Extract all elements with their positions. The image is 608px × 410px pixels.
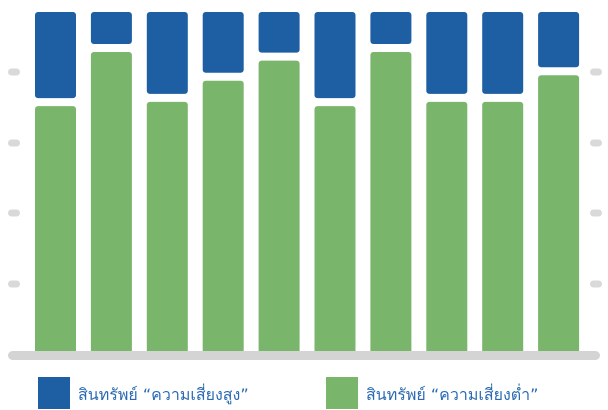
bar-low-risk-2 [90, 52, 132, 354]
legend: สินทรัพย์ “ความเสี่ยงสูง” สินทรัพย์ “ควา… [38, 377, 538, 409]
tick-mark-left-3 [8, 209, 20, 217]
bar-high-risk-9 [482, 12, 524, 94]
legend-swatch-low-risk [326, 377, 358, 409]
bar-high-risk-10 [538, 12, 580, 68]
bar-low-risk-10 [538, 75, 580, 355]
bar-low-risk-5 [258, 60, 300, 354]
bar-high-risk-1 [35, 12, 76, 99]
bar-low-risk-9 [482, 101, 524, 355]
bar-high-risk-4 [202, 12, 244, 73]
legend-label-low-risk: สินทรัพย์ “ความเสี่ยงต่ำ” [366, 383, 538, 404]
bars [35, 12, 580, 355]
bar-low-risk-3 [146, 101, 188, 355]
tick-mark-left-1 [8, 68, 20, 76]
tick-mark-left-4 [8, 280, 20, 288]
bar-high-risk-2 [90, 12, 132, 44]
tick-mark-right-1 [590, 68, 602, 76]
tick-mark-right-4 [590, 280, 602, 288]
bar-low-risk-7 [370, 52, 412, 354]
bar-low-risk-1 [35, 106, 76, 354]
tick-mark-left-2 [8, 139, 20, 147]
x-axis-baseline [8, 351, 600, 360]
bar-high-risk-7 [370, 12, 412, 44]
legend-item-high-risk: สินทรัพย์ “ความเสี่ยงสูง” [38, 377, 249, 409]
legend-item-low-risk: สินทรัพย์ “ความเสี่ยงต่ำ” [326, 377, 538, 409]
bar-low-risk-6 [314, 106, 356, 354]
legend-label-high-risk: สินทรัพย์ “ความเสี่ยงสูง” [78, 383, 249, 405]
legend-swatch-high-risk [38, 377, 70, 409]
bar-low-risk-8 [426, 101, 468, 355]
axis-ticks [8, 68, 602, 288]
tick-mark-right-2 [590, 139, 602, 147]
bar-high-risk-5 [258, 12, 300, 53]
bar-high-risk-8 [426, 12, 468, 94]
bar-high-risk-6 [314, 12, 356, 99]
bar-low-risk-4 [202, 80, 244, 354]
tick-mark-right-3 [590, 209, 602, 217]
bar-high-risk-3 [146, 12, 188, 94]
